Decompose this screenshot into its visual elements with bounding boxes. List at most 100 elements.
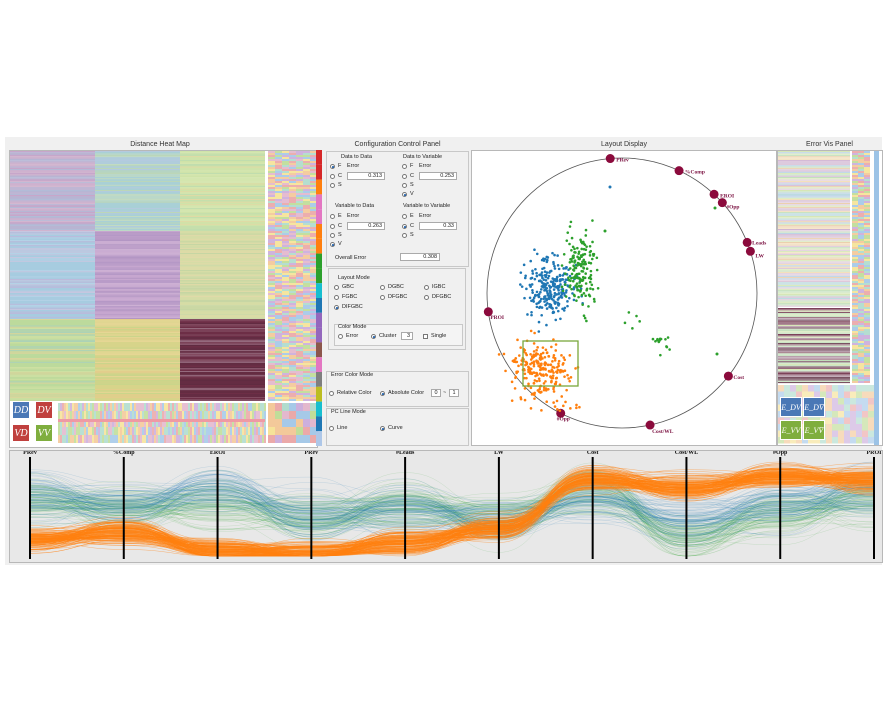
data-point xyxy=(570,236,574,240)
color-label-cluster: Cluster xyxy=(379,333,397,339)
absolute-color-radio[interactable] xyxy=(380,391,385,396)
data-point xyxy=(540,367,544,370)
distance-heatmap-panel[interactable] xyxy=(9,150,318,448)
d2d-error-value[interactable]: 0.313 xyxy=(347,172,385,180)
pc-axis-label[interactable]: PROI xyxy=(866,450,882,456)
d2d-label-f: F xyxy=(338,163,342,169)
parallel-coordinates-panel[interactable]: PRev %Comp EROI PRev #Leads LW Cost Cost/WL #Opp… xyxy=(9,450,883,563)
v2v-radio-s[interactable] xyxy=(402,233,407,238)
pc-curve-label: Curve xyxy=(388,425,403,431)
data-point xyxy=(569,220,573,224)
pc-line-mode-section xyxy=(326,408,469,446)
color-radio-error[interactable] xyxy=(338,334,343,339)
layout-radio-igbc[interactable] xyxy=(424,285,429,290)
pc-axis-label[interactable]: Cost/WL xyxy=(674,450,699,456)
layout-radio-fgbc[interactable] xyxy=(334,295,339,300)
layout-radio-dgbc[interactable] xyxy=(380,285,385,290)
data-point xyxy=(571,292,574,295)
data-point xyxy=(535,271,538,275)
pc-axis-label[interactable]: #Opp xyxy=(773,450,788,456)
single-checkbox[interactable] xyxy=(423,334,428,339)
d2v-label-c: C xyxy=(410,173,414,179)
legend-vv-tile[interactable]: VV xyxy=(35,424,53,442)
pc-axis-label[interactable]: PRev xyxy=(304,450,319,456)
data-point xyxy=(530,310,533,314)
d2v-radio-v[interactable] xyxy=(402,192,407,197)
data-point xyxy=(551,277,555,280)
legend-dd-tile[interactable]: DD xyxy=(12,401,30,419)
data-point xyxy=(551,374,555,377)
v2d-radio-v[interactable] xyxy=(330,242,335,247)
d2v-error-value[interactable]: 0.253 xyxy=(419,172,457,180)
data-point xyxy=(589,273,593,277)
legend-evv-tile[interactable]: E_VV xyxy=(780,420,802,440)
data-point xyxy=(595,256,599,260)
pc-curve-radio[interactable] xyxy=(380,426,385,431)
error-range-min[interactable]: 0 xyxy=(431,389,441,397)
layout-radio-difgbc[interactable] xyxy=(334,305,339,310)
data-point xyxy=(533,379,537,382)
layout-radio-dfgbc[interactable] xyxy=(380,295,385,300)
legend-edv-bar-tile[interactable]: E_DV̄ xyxy=(803,397,825,417)
d2d-radio-c[interactable] xyxy=(330,174,335,179)
d2v-radio-s[interactable] xyxy=(402,183,407,188)
data-point xyxy=(541,276,544,280)
data-point xyxy=(582,262,586,266)
color-radio-cluster[interactable] xyxy=(371,334,376,339)
v2v-error-value[interactable]: 0.33 xyxy=(419,222,457,230)
pc-axis-label[interactable]: Cost xyxy=(586,450,599,456)
data-point xyxy=(544,273,548,277)
parallel-coordinates-canvas[interactable] xyxy=(10,451,882,562)
v2d-radio-c[interactable] xyxy=(330,224,335,229)
layout-radio-gbc[interactable] xyxy=(334,285,339,290)
heatmap-canvas[interactable] xyxy=(10,151,317,447)
data-point xyxy=(561,363,565,366)
data-point xyxy=(591,240,594,244)
data-point xyxy=(546,281,549,285)
data-point xyxy=(553,264,556,268)
data-point xyxy=(519,283,522,286)
data-point xyxy=(545,297,549,301)
legend-dv-tile[interactable]: DV xyxy=(35,401,53,419)
data-point xyxy=(537,320,541,324)
data-point xyxy=(523,387,527,390)
data-point xyxy=(513,387,517,390)
pc-axis-label[interactable]: LW xyxy=(494,450,504,456)
legend-edv-tile[interactable]: E_DV xyxy=(780,397,802,417)
v2d-error-value[interactable]: 0.263 xyxy=(347,222,385,230)
pc-axis-label[interactable]: %Comp xyxy=(112,450,135,456)
data-point xyxy=(564,281,567,284)
layout-display-panel[interactable]: PRev %Comp EROI #Opp Leads LW Cost Cost/WL #Opp P… xyxy=(471,150,777,446)
pc-line-radio[interactable] xyxy=(329,426,334,431)
data-point xyxy=(539,358,542,361)
overall-error-value[interactable]: 0.308 xyxy=(400,253,440,261)
pc-axis-label[interactable]: PRev xyxy=(23,450,37,456)
v2v-radio-c[interactable] xyxy=(402,224,407,229)
error-range-max[interactable]: 1 xyxy=(449,389,459,397)
anchor-label: PROI xyxy=(490,315,504,321)
legend-evv-bar-tile[interactable]: E_VV̄ xyxy=(803,420,825,440)
cluster-count-input[interactable]: 3 xyxy=(401,332,413,340)
data-point xyxy=(562,404,565,408)
pc-axis-label[interactable]: EROI xyxy=(209,450,226,456)
d2d-radio-s[interactable] xyxy=(330,183,335,188)
layout-radio-dfgbc-2[interactable] xyxy=(424,295,429,300)
error-vis-panel[interactable] xyxy=(777,150,883,446)
d2v-radio-c[interactable] xyxy=(402,174,407,179)
data-point xyxy=(535,371,538,375)
v2d-radio-e[interactable] xyxy=(330,214,335,219)
data-point xyxy=(588,280,592,284)
color-mode-title: Color Mode xyxy=(338,324,367,330)
v2v-radio-e[interactable] xyxy=(402,214,407,219)
data-point xyxy=(579,254,583,257)
relative-color-radio[interactable] xyxy=(329,391,334,396)
pc-axis-label[interactable]: #Leads xyxy=(395,450,415,456)
d2d-radio-f[interactable] xyxy=(330,164,335,169)
d2v-radio-f[interactable] xyxy=(402,164,407,169)
data-point xyxy=(559,278,563,281)
legend-vd-tile[interactable]: VD xyxy=(12,424,30,442)
v2d-radio-s[interactable] xyxy=(330,233,335,238)
layout-canvas[interactable]: PRev %Comp EROI #Opp Leads LW Cost Cost/WL #Opp P… xyxy=(472,151,776,445)
data-point xyxy=(627,311,631,314)
data-point xyxy=(543,300,546,303)
